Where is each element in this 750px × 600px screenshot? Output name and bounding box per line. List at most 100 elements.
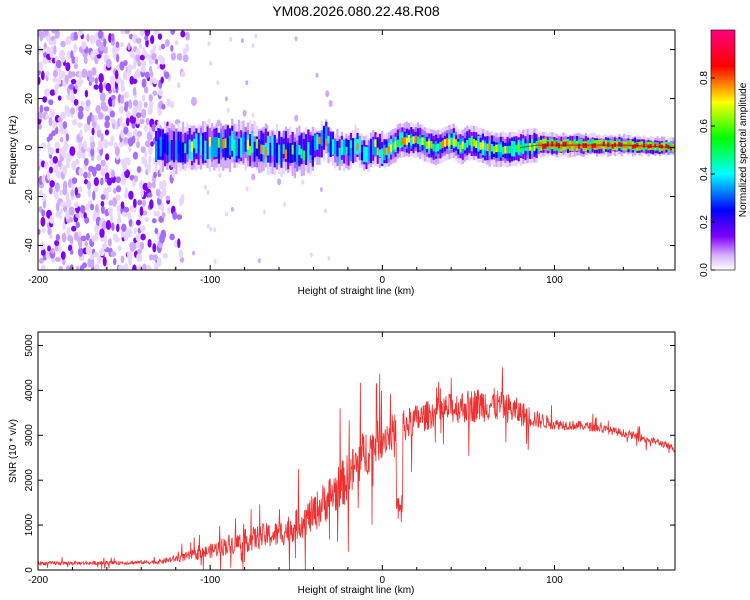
spectrogram-cell	[123, 126, 129, 135]
spectrogram-cell	[124, 187, 128, 196]
spectrogram-cell	[115, 185, 122, 193]
spectrogram-cell	[48, 186, 53, 195]
spectrogram-cell	[244, 131, 247, 152]
spectrogram-cell	[94, 114, 98, 123]
spectrogram-cell	[216, 80, 220, 86]
spectrogram-cell	[83, 171, 88, 179]
spectrogram-cell	[110, 135, 115, 143]
spectrogram-cell	[166, 135, 169, 155]
spectrogram-cell	[54, 141, 60, 149]
spectrogram-cell	[44, 30, 49, 36]
spectrogram-cell	[598, 143, 601, 149]
spectrogram-cell	[307, 142, 310, 162]
spectrogram-cell	[40, 160, 46, 168]
spectrogram-cell	[119, 116, 123, 127]
spectrogram-cell	[240, 137, 243, 158]
spectrogram-cell	[571, 141, 574, 147]
spectrogram-cell	[477, 140, 480, 148]
spectrogram-cell	[378, 138, 382, 155]
spectrogram-cell	[217, 138, 220, 148]
spectrogram-cell	[38, 257, 44, 264]
spectrogram-cell	[180, 71, 186, 78]
snr-xtick-label: 0	[380, 575, 386, 586]
spectrogram-cell	[654, 143, 657, 148]
spectrogram-cell	[48, 166, 54, 174]
spectrogram-cell	[58, 266, 64, 270]
spectrogram-cell	[151, 123, 157, 132]
spectrogram-cell	[301, 179, 305, 185]
spectrogram-cell	[219, 132, 223, 153]
spectrogram-cell	[66, 94, 72, 101]
spectrogram-cell	[65, 62, 71, 72]
spectrogram-cell	[531, 143, 534, 151]
spectrogram-cell	[237, 138, 241, 159]
spectrogram-cell	[437, 143, 440, 152]
spectrogram-cell	[127, 111, 131, 117]
spectrogram-cell	[100, 159, 106, 167]
spectrogram-cell	[262, 133, 265, 154]
spectrogram-cell	[246, 139, 250, 150]
spectrogram-cell	[327, 137, 330, 153]
spectrogram-cell	[137, 248, 142, 254]
spectrogram-cell	[80, 100, 85, 107]
spectrogram-cell	[515, 144, 518, 153]
spectrogram-cell	[658, 144, 661, 149]
spectrogram-cell	[611, 144, 614, 149]
spectrogram-cell	[144, 216, 150, 223]
spectrogram-cell	[111, 169, 115, 178]
spectrogram-cell	[59, 201, 66, 208]
spectrogram-cell	[161, 187, 167, 197]
spectrogram-cell	[65, 265, 70, 270]
spectrogram-cell	[631, 144, 634, 149]
spectrogram-cell	[77, 247, 84, 257]
spectrogram-cell	[179, 141, 182, 162]
spectrogram-cell	[154, 58, 159, 65]
spectrogram-cell	[135, 241, 142, 249]
spectrogram-cell	[322, 127, 326, 143]
spectrogram-cell	[54, 239, 60, 247]
spectrogram-cell	[111, 98, 116, 108]
spectrogram-cell	[97, 112, 104, 120]
spectrogram-cell	[91, 166, 97, 177]
spectrogram-cell	[193, 138, 196, 149]
spectrogram-cell	[387, 146, 391, 155]
snr-xlabel: Height of straight line (km)	[298, 585, 415, 596]
spectrogram-cell	[44, 161, 49, 170]
spectrogram-cell	[49, 89, 56, 96]
spectrogram-cell	[363, 146, 366, 162]
spectrogram-cell	[55, 59, 62, 69]
spectrogram-cell	[54, 182, 60, 193]
spectrogram-cell	[111, 197, 118, 207]
colorbar-ticks: 0.0 0.2 0.4 0.6 0.8	[699, 71, 715, 277]
spectrogram-cell	[170, 139, 173, 160]
spectrogram-cell	[138, 100, 143, 110]
spectrogram-cell	[55, 233, 60, 242]
spectrogram-cell	[287, 142, 290, 163]
spectrogram-cell	[161, 103, 166, 110]
spectrogram-cell	[89, 203, 95, 211]
spectrogram-cell	[77, 79, 84, 85]
spectrogram-cell	[645, 143, 648, 148]
spectrogram-cell	[399, 138, 402, 146]
spectrogram-cell	[71, 71, 76, 78]
spectrogram-cell	[347, 139, 350, 156]
spectrogram-cell	[215, 136, 218, 157]
spectrogram-cell	[360, 144, 364, 161]
spectrogram-cell	[158, 45, 162, 51]
spectrogram-cell	[149, 65, 153, 73]
spectrogram-cell	[68, 83, 75, 90]
spectrogram-ridge-line	[519, 144, 675, 149]
spectrogram-cell	[100, 200, 105, 207]
spectrogram-cell	[349, 140, 352, 148]
spectrogram-cell	[137, 61, 142, 67]
spectrogram-cell	[135, 48, 141, 56]
figure-title: YM08.2026.080.22.48.R08	[272, 3, 440, 19]
spectrogram-cell	[92, 190, 96, 201]
spectrogram-cell	[78, 186, 83, 193]
spectrogram-cell	[181, 193, 185, 204]
spectrogram-cell	[209, 226, 213, 232]
snr-series	[38, 367, 675, 570]
spectrogram-cell	[302, 139, 305, 159]
spectrogram-cell	[100, 167, 106, 177]
spectrogram-cell	[86, 180, 92, 190]
